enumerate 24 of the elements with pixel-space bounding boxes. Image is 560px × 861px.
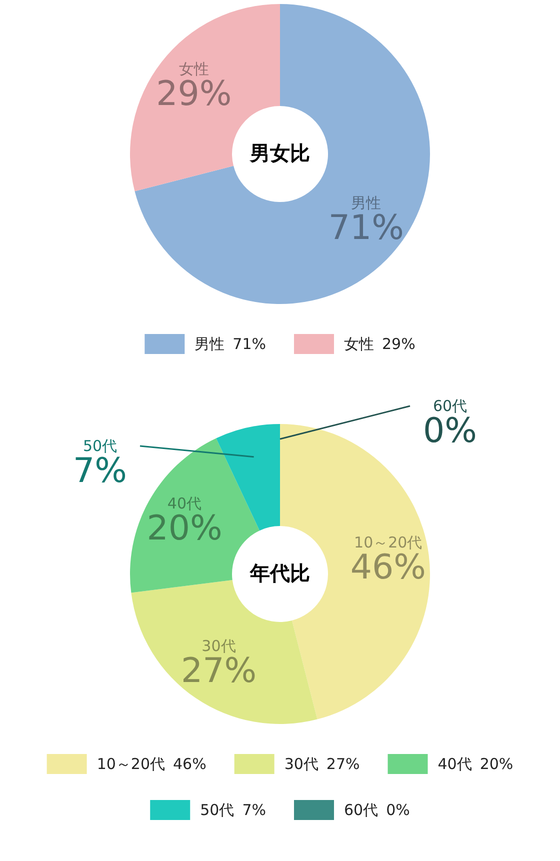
donut-slice	[134, 4, 430, 304]
text: 29%	[382, 335, 416, 353]
legend-label: 50代	[200, 801, 234, 819]
legend-label: 40代	[438, 755, 472, 773]
text: 7%	[242, 801, 266, 819]
text: 年代比	[249, 561, 310, 585]
category-label: 60代	[432, 397, 468, 415]
slice-label: 女性	[178, 60, 209, 78]
slice-label: 30代	[202, 637, 236, 656]
text: 男女比	[249, 141, 310, 165]
legend-label: 10～20代	[96, 755, 166, 773]
text: 20%	[480, 755, 514, 773]
text: 71%	[232, 335, 266, 353]
slice-label: 40代	[167, 494, 202, 512]
slice-label: 男性	[351, 194, 382, 212]
legend-label: 男性	[194, 335, 225, 353]
legend-label: 30代	[284, 755, 318, 773]
slice-label: 10～20代	[354, 533, 422, 552]
text: 27%	[326, 755, 360, 773]
legend-label: 女性	[344, 335, 374, 353]
text: 46%	[172, 755, 206, 773]
slice-label: 50代	[82, 437, 118, 455]
legend-label: 60代	[344, 801, 378, 819]
text: 0%	[386, 801, 410, 819]
